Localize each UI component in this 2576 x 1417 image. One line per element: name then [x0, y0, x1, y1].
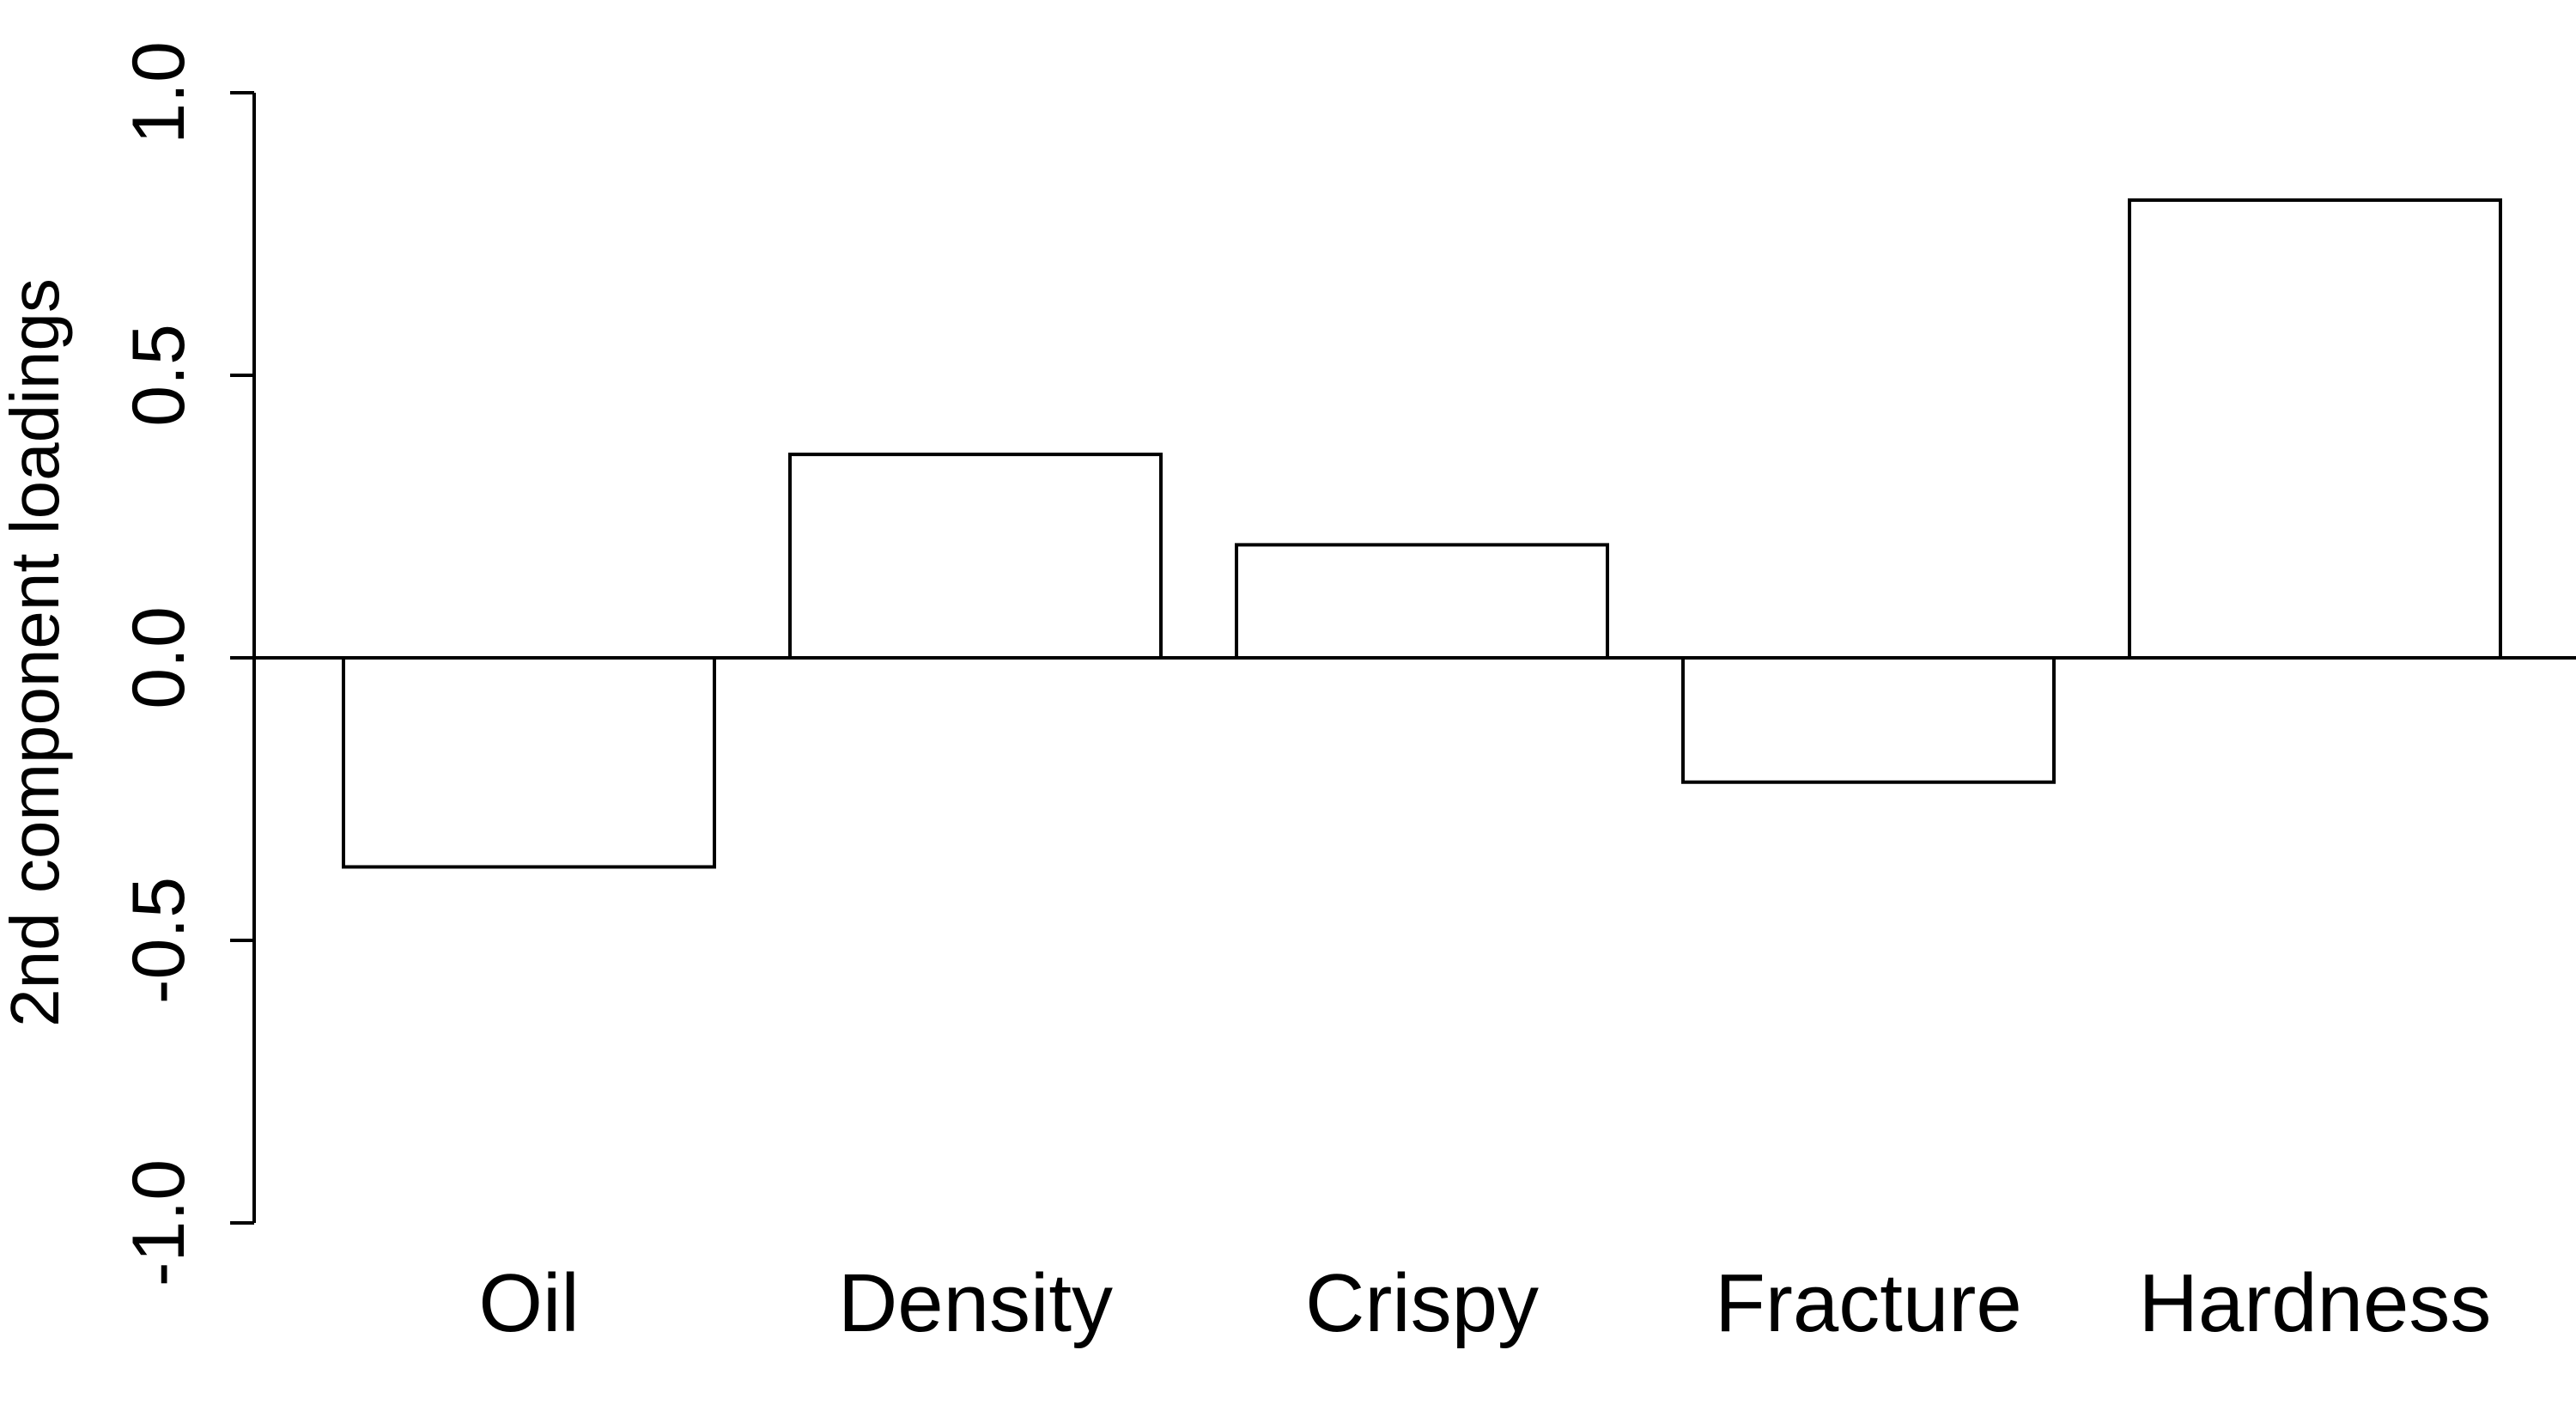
x-tick-label: Hardness: [2139, 1257, 2492, 1349]
x-axis-labels: Oil Density Crispy Fracture Hardness: [478, 1257, 2491, 1349]
x-tick-label: Oil: [478, 1257, 579, 1349]
y-tick-label: -0.5: [118, 877, 200, 1004]
y-tick-label: 1.0: [118, 41, 200, 144]
bars: [254, 198, 2576, 869]
bar-hardness: [2128, 198, 2502, 660]
y-tick-label: -1.0: [118, 1159, 200, 1286]
bar-crispy: [1235, 543, 1609, 660]
y-tick-label: 0.0: [118, 606, 200, 709]
bar-oil: [342, 656, 716, 869]
y-axis-title: 2nd component loadings: [0, 278, 73, 1027]
bar-density: [788, 453, 1163, 660]
x-tick-label: Density: [838, 1257, 1113, 1349]
bar-fracture: [1681, 656, 2056, 784]
y-tick-label: 0.5: [118, 324, 200, 427]
x-tick-label: Fracture: [1715, 1257, 2021, 1349]
y-axis: -1.0 -0.5 0.0 0.5 1.0: [118, 41, 256, 1286]
x-tick-label: Crispy: [1305, 1257, 1539, 1349]
